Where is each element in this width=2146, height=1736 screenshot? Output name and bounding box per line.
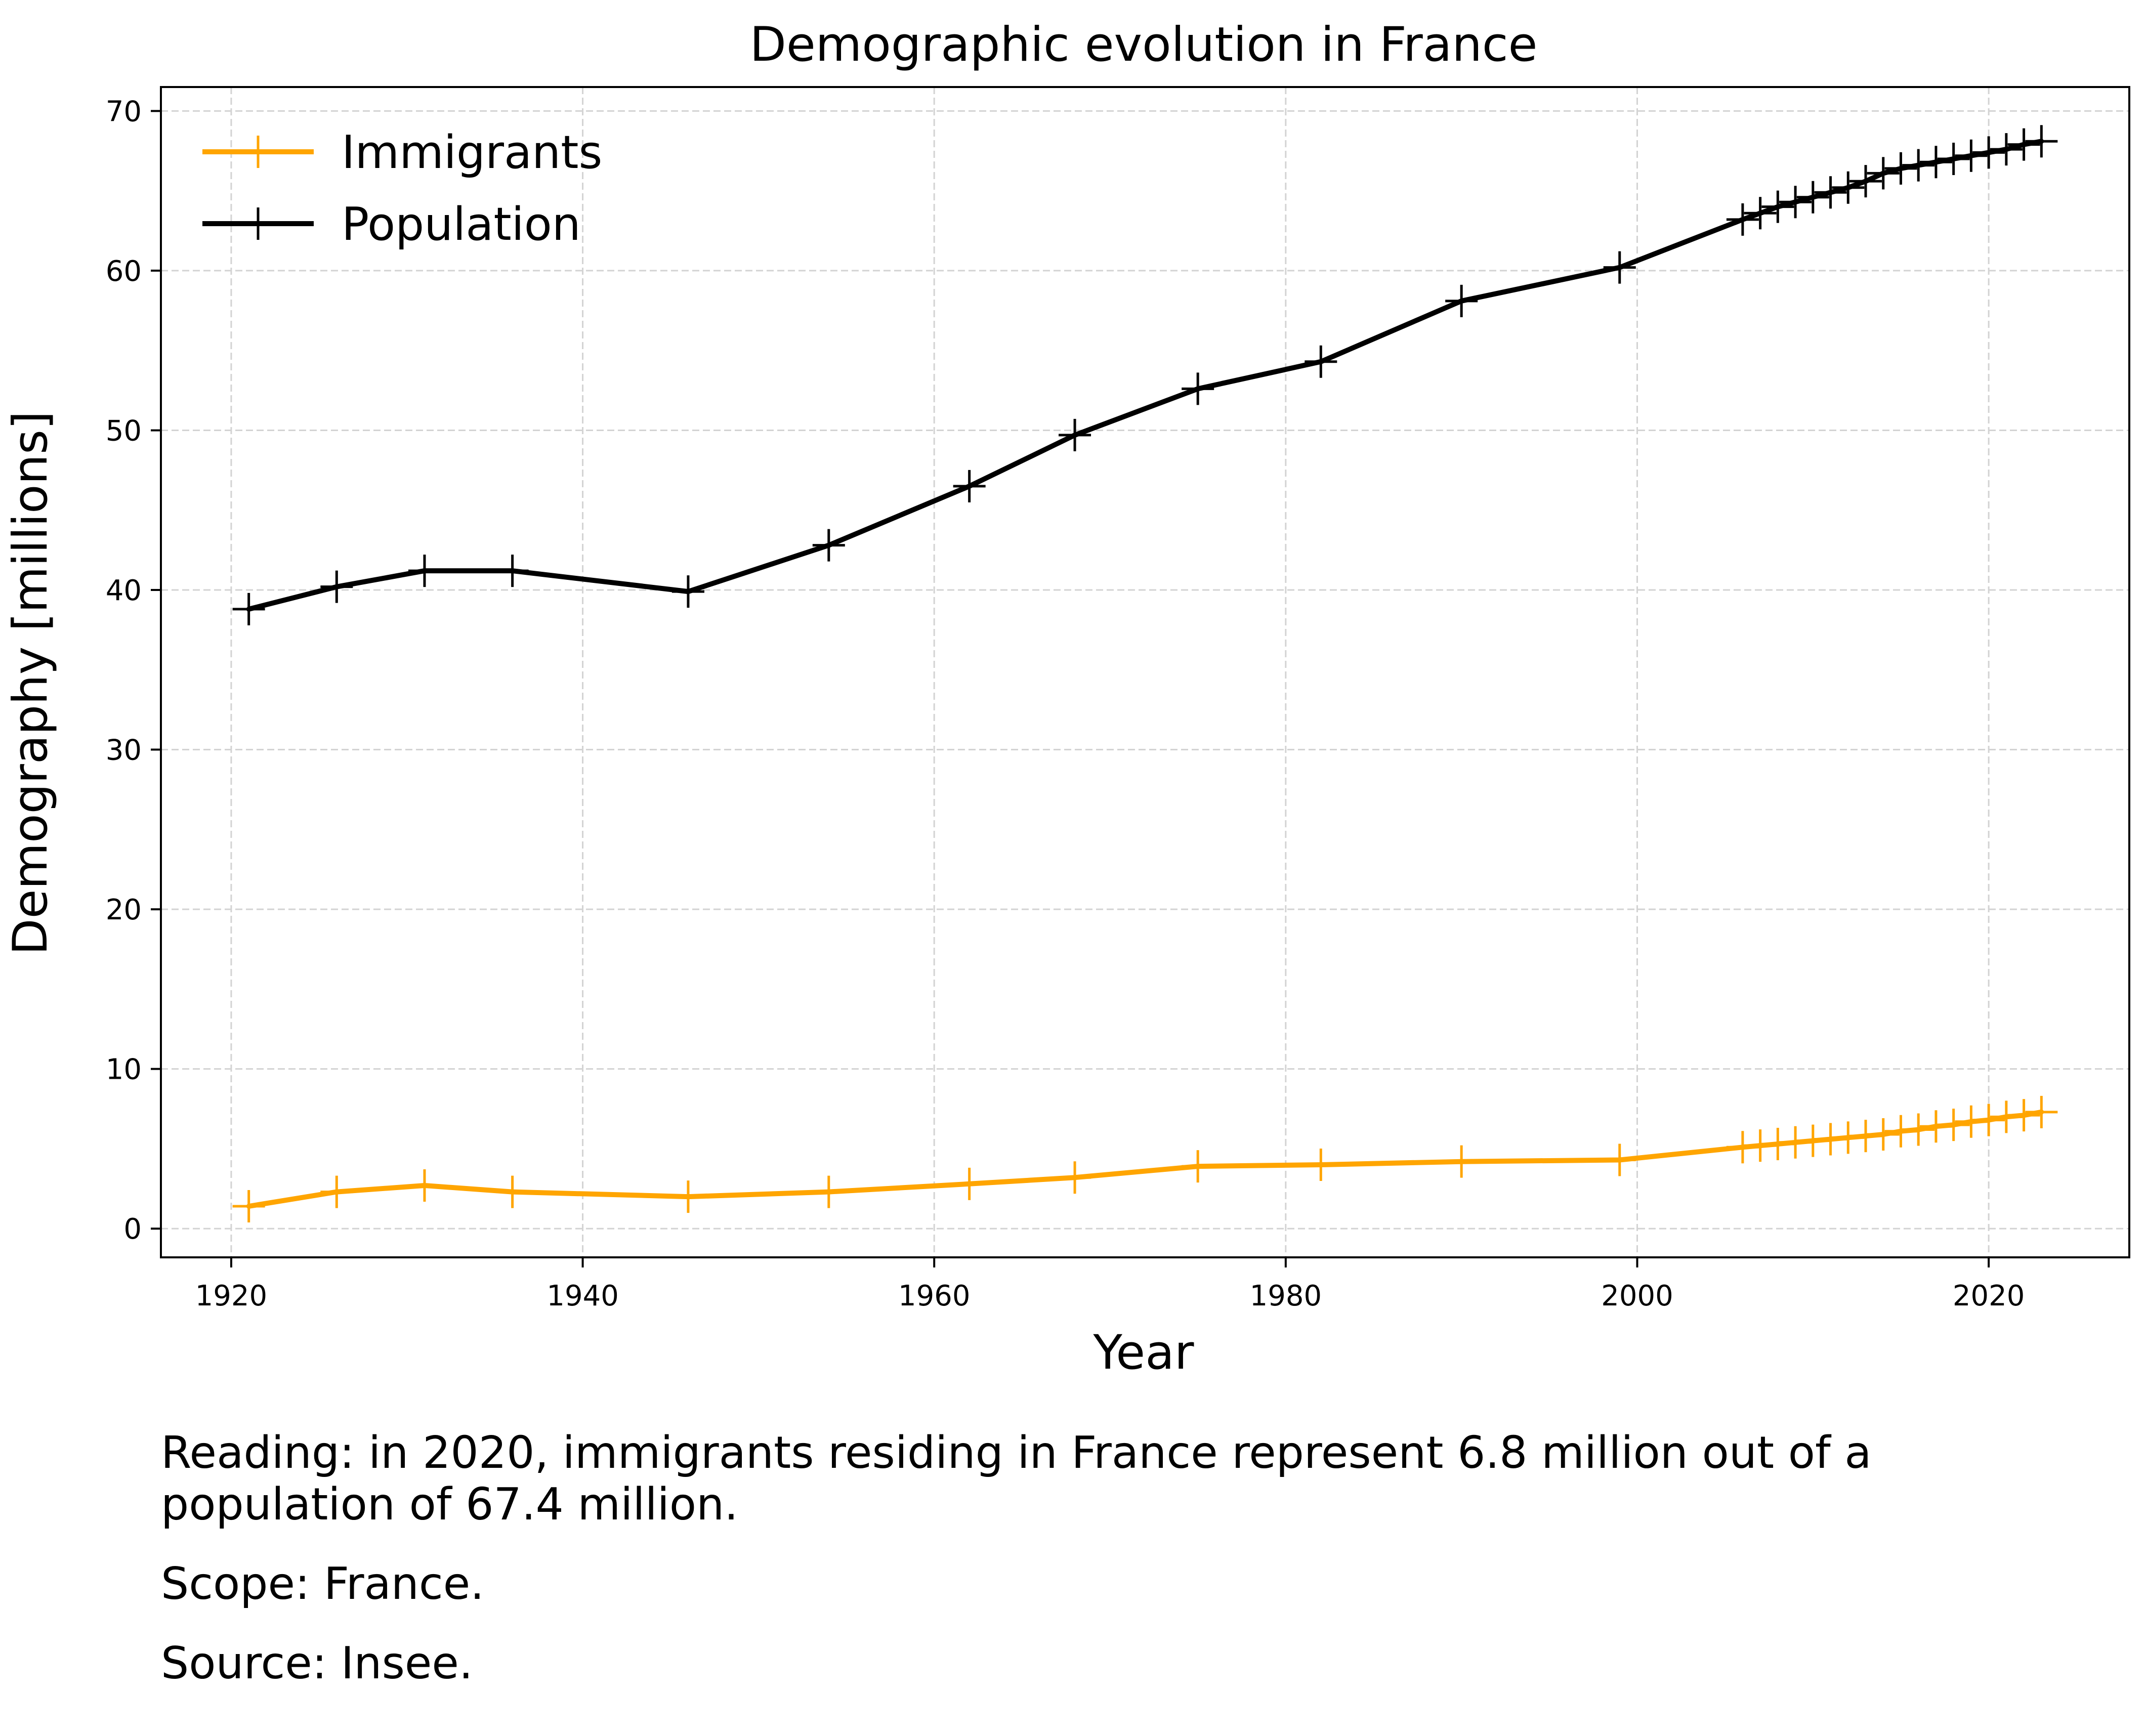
data-point: [1779, 186, 1812, 219]
data-point: [1182, 1150, 1214, 1183]
series-group: [232, 125, 2058, 1223]
data-point: [1305, 345, 1337, 378]
data-point: [953, 470, 986, 502]
x-axis-ticks: 1920 1940 1960 1980 2000 2020: [195, 1257, 2025, 1312]
legend-item-immigrants: Immigrants: [202, 126, 602, 179]
y-axis-label: Demography [millions]: [3, 411, 58, 955]
data-point: [2025, 125, 2058, 158]
x-tick-label: 1980: [1250, 1280, 1322, 1312]
legend-item-population: Population: [202, 198, 581, 251]
series-immigrants: [232, 1095, 2058, 1223]
data-point: [1902, 149, 1935, 182]
reading-note: Reading: in 2020, immigrants residing in…: [161, 1427, 1872, 1530]
data-point: [1603, 251, 1636, 284]
data-point: [496, 555, 529, 587]
data-point: [1832, 171, 1865, 204]
data-point: [1603, 1144, 1636, 1176]
data-point: [1937, 1109, 1970, 1141]
data-point: [232, 1190, 265, 1223]
notes: Reading: in 2020, immigrants residing in…: [161, 1427, 2033, 1689]
data-point: [320, 1175, 353, 1208]
x-tick-label: 1940: [546, 1280, 619, 1312]
data-point: [812, 529, 845, 562]
data-point: [1937, 142, 1970, 175]
data-point: [1814, 176, 1847, 209]
data-point: [1867, 157, 1900, 190]
line-chart: 1920 1940 1960 1980 2000 2020 0 10 20 30 40 50 60 70…: [3, 17, 2130, 1380]
data-point: [1059, 418, 1091, 451]
data-point: [1744, 197, 1777, 230]
data-point: [1972, 1104, 2005, 1136]
series-population: [232, 125, 2058, 625]
data-point: [1761, 1127, 1794, 1160]
data-point: [1832, 1121, 1865, 1154]
data-point: [496, 1175, 529, 1208]
data-point: [1305, 1148, 1337, 1181]
data-point: [408, 555, 441, 587]
x-tick-label: 2020: [1953, 1280, 2025, 1312]
data-point: [1849, 165, 1882, 198]
data-point: [1955, 1105, 1988, 1138]
y-tick-label: 20: [106, 894, 142, 926]
y-axis-ticks: 0 10 20 30 40 50 60 70: [106, 95, 161, 1246]
data-point: [1726, 203, 1759, 236]
y-tick-label: 10: [106, 1053, 142, 1086]
legend: Immigrants Population: [202, 126, 602, 251]
data-point: [1955, 139, 1988, 172]
data-point: [1796, 1124, 1829, 1157]
y-tick-label: 60: [106, 255, 142, 288]
data-point: [1849, 1120, 1882, 1153]
data-point: [671, 575, 704, 608]
data-point: [232, 592, 265, 625]
legend-label: Immigrants: [342, 126, 602, 179]
data-point: [1990, 1100, 2023, 1133]
data-point: [1744, 1129, 1777, 1162]
y-tick-label: 40: [106, 574, 142, 607]
x-tick-label: 2000: [1601, 1280, 1673, 1312]
data-point: [1867, 1118, 1900, 1151]
data-point: [1779, 1126, 1812, 1159]
y-tick-label: 0: [123, 1213, 142, 1246]
data-point: [1990, 133, 2023, 166]
data-point: [1445, 1145, 1478, 1178]
x-tick-label: 1920: [195, 1280, 268, 1312]
data-point: [1182, 372, 1214, 405]
data-point: [1919, 1110, 1952, 1143]
scope-note: Scope: France.: [161, 1558, 484, 1610]
data-point: [2025, 1095, 2058, 1128]
grid-lines: [161, 87, 2129, 1257]
data-point: [1059, 1161, 1091, 1194]
data-point: [1902, 1113, 1935, 1146]
data-point: [1972, 136, 2005, 169]
data-point: [320, 570, 353, 603]
data-point: [1884, 1115, 1917, 1148]
data-point: [1796, 181, 1829, 214]
legend-label: Population: [342, 198, 581, 251]
plot-frame: [160, 86, 2130, 1258]
x-tick-label: 1960: [898, 1280, 971, 1312]
data-point: [812, 1175, 845, 1208]
data-point: [671, 1180, 704, 1213]
data-point: [408, 1169, 441, 1202]
data-point: [1761, 190, 1794, 223]
data-point: [1884, 152, 1917, 185]
data-point: [1814, 1123, 1847, 1156]
data-point: [2007, 1099, 2040, 1132]
x-axis-label: Year: [1092, 1325, 1194, 1380]
data-point: [1445, 284, 1478, 317]
source-note: Source: Insee.: [161, 1637, 473, 1689]
data-point: [953, 1167, 986, 1200]
data-point: [2007, 128, 2040, 161]
y-tick-label: 30: [106, 734, 142, 767]
data-point: [1919, 146, 1952, 179]
y-tick-label: 70: [106, 95, 142, 128]
y-tick-label: 50: [106, 414, 142, 447]
chart-title: Demographic evolution in France: [750, 17, 1538, 72]
data-point: [1726, 1131, 1759, 1164]
